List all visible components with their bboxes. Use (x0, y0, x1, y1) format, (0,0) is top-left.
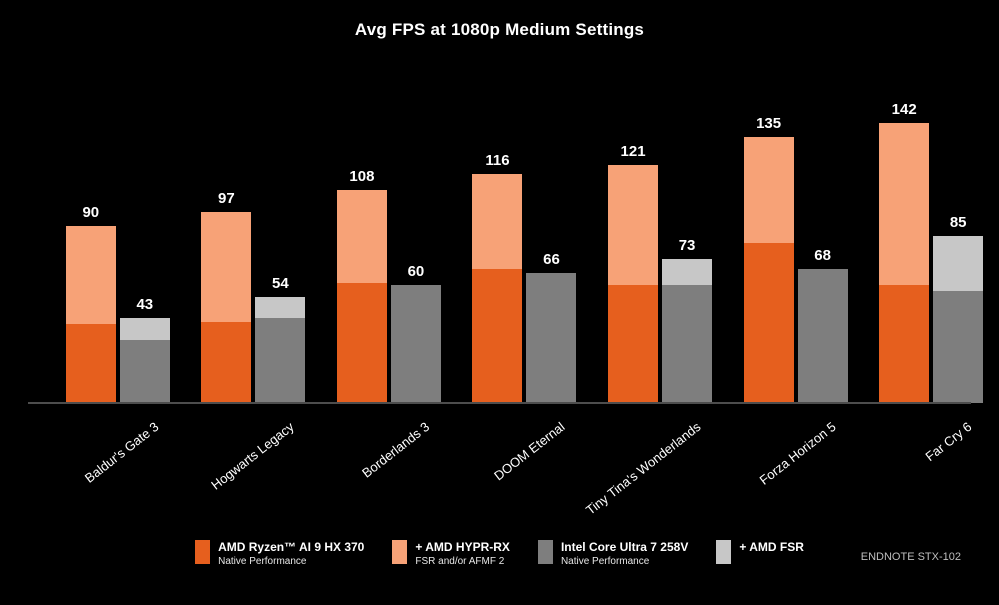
legend-label: + AMD HYPR-RX (415, 540, 510, 554)
ryzen-native-segment (879, 284, 930, 403)
intel-native-segment (390, 284, 441, 403)
ryzen-bar: 90 (65, 204, 116, 403)
legend-label: + AMD FSR (739, 540, 804, 554)
ryzen-bar: 97 (201, 190, 252, 403)
category-label: Baldur's Gate 3 (81, 419, 162, 486)
ryzen-boost-segment (65, 225, 116, 325)
ryzen-native-segment (743, 243, 794, 403)
legend: AMD Ryzen™ AI 9 HX 370 Native Performanc… (0, 540, 999, 569)
ryzen-bar: 121 (608, 143, 659, 403)
ryzen-boost-segment (879, 123, 930, 285)
intel-bar: 54 (255, 275, 306, 403)
legend-sublabel: FSR and/or AFMF 2 (415, 556, 505, 567)
category-label: Tiny Tina's Wonderlands (582, 419, 704, 518)
ryzen-boost-segment (743, 137, 794, 244)
bar-value-label: 54 (272, 274, 289, 292)
bar-group: 116 66 DOOM Eternal (472, 152, 577, 483)
bar-group: 142 85 Far Cry 6 (879, 101, 984, 464)
intel-boost-segment (662, 259, 713, 285)
intel-bar: 68 (797, 247, 848, 403)
bar-value-label: 116 (485, 152, 510, 170)
intel-boost-segment (255, 296, 306, 319)
ryzen-bar: 135 (743, 115, 794, 403)
bar-value-label: 121 (620, 142, 646, 160)
category-label: Borderlands 3 (359, 419, 433, 481)
intel-bar: 73 (662, 237, 713, 403)
x-axis-line (28, 402, 971, 404)
bar-value-label: 73 (678, 237, 696, 255)
intel-bar: 43 (119, 296, 170, 403)
ryzen-boost-segment (336, 190, 387, 283)
bar-value-label: 60 (407, 262, 425, 280)
ryzen-native-segment (608, 284, 659, 403)
ryzen-native-segment (472, 269, 523, 403)
ryzen-bar: 142 (879, 101, 930, 403)
legend-label: AMD Ryzen™ AI 9 HX 370 (218, 540, 365, 554)
legend-item-intel-native: Intel Core Ultra 7 258V Native Performan… (537, 540, 688, 569)
bar-value-label: 97 (218, 189, 235, 207)
bar-value-label: 85 (949, 213, 967, 231)
intel-bar: 85 (933, 214, 984, 403)
category-label: Hogwarts Legacy (208, 419, 297, 493)
bar-group: 121 73 Tiny Tina's Wonderlands (583, 143, 713, 518)
bar-value-label: 142 (891, 101, 917, 119)
endnote-label: ENDNOTE STX-102 (860, 551, 961, 563)
legend-swatch-ryzen-boost (392, 540, 408, 564)
intel-native-segment (662, 284, 713, 403)
category-label: Forza Horizon 5 (756, 419, 839, 488)
bar-group: 108 60 Borderlands 3 (336, 168, 441, 481)
chart-title: Avg FPS at 1080p Medium Settings (354, 20, 645, 39)
bar-value-label: 68 (814, 247, 831, 265)
legend-text: Intel Core Ultra 7 258V Native Performan… (561, 540, 688, 569)
intel-boost-segment (119, 318, 170, 340)
legend-swatch-intel-boost (716, 540, 732, 564)
legend-label: Intel Core Ultra 7 258V (560, 540, 689, 554)
legend-sublabel: Native Performance (218, 556, 307, 567)
bar-group: 90 43 Baldur's Gate 3 (65, 204, 170, 486)
bar-value-label: 108 (349, 168, 375, 186)
category-label: Far Cry 6 (922, 419, 975, 465)
legend-text: + AMD FSR (739, 540, 804, 555)
intel-native-segment (255, 318, 306, 403)
intel-native-segment (526, 272, 577, 403)
bar-group: 135 68 Forza Horizon 5 (743, 115, 848, 488)
intel-bar: 60 (390, 263, 441, 403)
ryzen-native-segment (65, 324, 116, 403)
ryzen-native-segment (336, 282, 387, 403)
intel-native-segment (797, 269, 848, 403)
legend-text: AMD Ryzen™ AI 9 HX 370 Native Performanc… (218, 540, 364, 569)
plot-area: 90 43 Baldur's Gate 3 97 54 Hogwarts Legacy 10… (50, 61, 999, 518)
bar-value-label: 43 (136, 296, 154, 314)
intel-native-segment (933, 290, 984, 403)
ryzen-boost-segment (472, 174, 523, 270)
legend-text: + AMD HYPR-RX FSR and/or AFMF 2 (415, 540, 510, 569)
legend-item-intel-boost: + AMD FSR (716, 540, 804, 564)
intel-bar: 66 (526, 251, 577, 403)
intel-native-segment (119, 339, 170, 403)
bar-value-label: 135 (756, 115, 782, 133)
ryzen-boost-segment (201, 211, 252, 323)
ryzen-native-segment (201, 322, 252, 403)
intel-boost-segment (933, 235, 984, 291)
legend-item-ryzen-boost: + AMD HYPR-RX FSR and/or AFMF 2 (392, 540, 510, 569)
bar-value-label: 90 (82, 203, 100, 221)
legend-item-ryzen-native: AMD Ryzen™ AI 9 HX 370 Native Performanc… (195, 540, 364, 569)
legend-swatch-ryzen-native (195, 540, 211, 564)
ryzen-boost-segment (608, 164, 659, 285)
bar-group: 97 54 Hogwarts Legacy (201, 190, 306, 493)
legend-swatch-intel-native (537, 540, 553, 564)
ryzen-bar: 116 (472, 152, 523, 403)
legend-sublabel: Native Performance (560, 556, 650, 567)
category-label: DOOM Eternal (491, 419, 568, 484)
bar-value-label: 66 (543, 250, 560, 268)
ryzen-bar: 108 (336, 168, 387, 403)
